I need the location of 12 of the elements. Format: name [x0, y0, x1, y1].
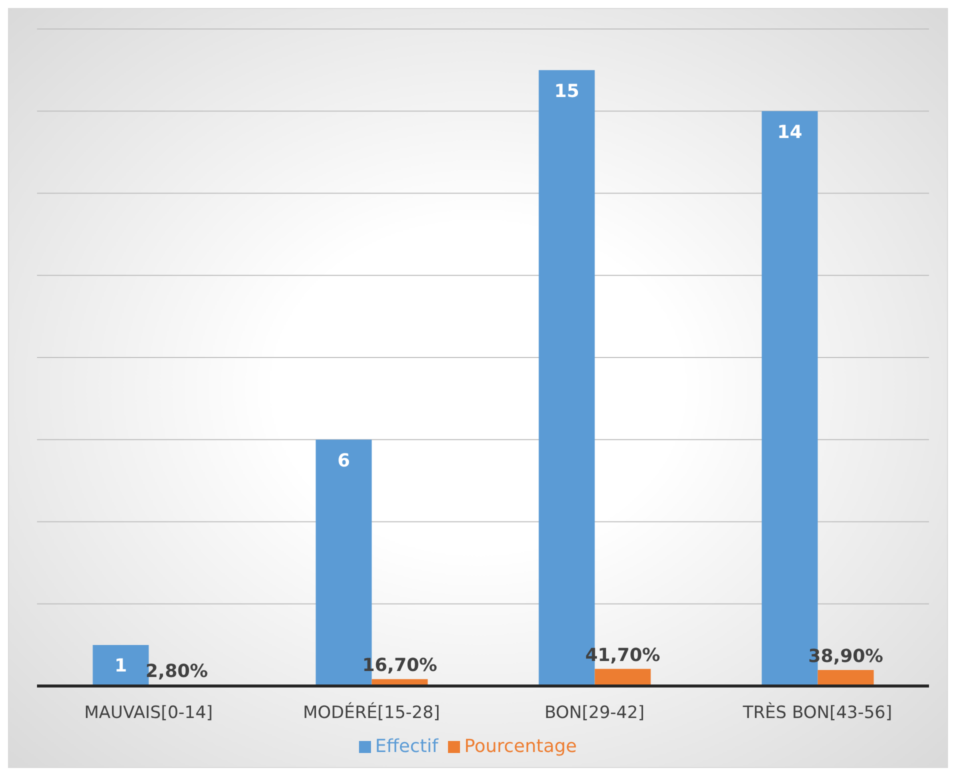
bar: [818, 670, 874, 686]
data-label: 1: [114, 656, 128, 677]
legend-label: Pourcentage: [464, 736, 577, 757]
x-tick-label: BON[29-42]: [544, 703, 645, 724]
x-tick-label: MODÉRÉ[15-28]: [302, 702, 440, 724]
data-label: 14: [777, 122, 802, 143]
legend-label: Effectif: [375, 736, 438, 757]
data-label: 6: [337, 450, 350, 472]
data-label: 15: [554, 80, 580, 102]
x-tick-label: MAUVAIS[0-14]: [84, 703, 213, 724]
bar: [594, 668, 651, 686]
x-tick-label: TRÈS BON[43-56]: [742, 702, 892, 724]
